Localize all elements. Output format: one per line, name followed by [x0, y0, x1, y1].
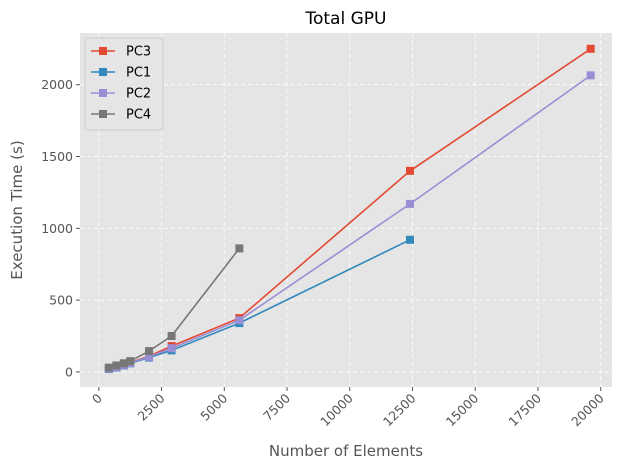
legend-label: PC1	[126, 66, 151, 81]
grid	[80, 33, 612, 387]
data-point	[405, 166, 414, 175]
data-point	[167, 344, 176, 353]
data-point	[145, 347, 154, 356]
data-point	[586, 71, 595, 80]
data-point	[586, 44, 595, 53]
y-tick-label: 500	[49, 293, 73, 308]
x-tick-label: 7500	[260, 390, 293, 423]
series-layer	[104, 44, 595, 374]
y-tick-label: 2000	[41, 77, 73, 92]
data-point	[104, 363, 113, 372]
x-tick-label: 5000	[197, 390, 230, 423]
x-tick-label: 17500	[505, 390, 544, 429]
data-point	[145, 352, 154, 361]
x-tick-label: 15000	[443, 390, 482, 429]
x-tick-label: 20000	[568, 390, 607, 429]
data-point	[405, 199, 414, 208]
data-point	[112, 361, 121, 370]
x-tick-label: 10000	[317, 390, 356, 429]
data-point	[119, 359, 128, 368]
y-tick-label: 1500	[41, 149, 73, 164]
legend-marker	[99, 47, 107, 55]
x-axis-label: Number of Elements	[269, 442, 423, 460]
y-tick-label: 1000	[41, 221, 73, 236]
y-tick-label: 0	[65, 364, 73, 379]
y-axis-label: Execution Time (s)	[8, 140, 26, 279]
data-point	[405, 235, 414, 244]
data-point	[167, 332, 176, 341]
plot-area	[80, 33, 612, 387]
legend-label: PC4	[126, 108, 151, 123]
data-point	[126, 357, 135, 366]
legend-marker	[99, 110, 107, 118]
y-ticks: 0 500 1000 1500 2000	[41, 77, 80, 379]
x-ticks: 0 2500 5000 7500 10000 12500 15000 17500 20000	[89, 387, 607, 429]
series-pc4	[104, 244, 244, 372]
legend-marker	[99, 89, 107, 97]
legend-box	[84, 37, 164, 131]
x-tick-label: 0	[89, 390, 105, 406]
x-tick-label: 12500	[380, 390, 419, 429]
legend-marker	[99, 68, 107, 76]
legend-label: PC2	[126, 87, 151, 102]
data-point	[235, 244, 244, 253]
data-point	[235, 316, 244, 325]
chart-title: Total GPU	[305, 9, 387, 29]
legend: PC3 PC1 PC2 PC4	[84, 37, 164, 131]
x-tick-label: 2500	[135, 390, 168, 423]
legend-label: PC3	[126, 45, 151, 60]
